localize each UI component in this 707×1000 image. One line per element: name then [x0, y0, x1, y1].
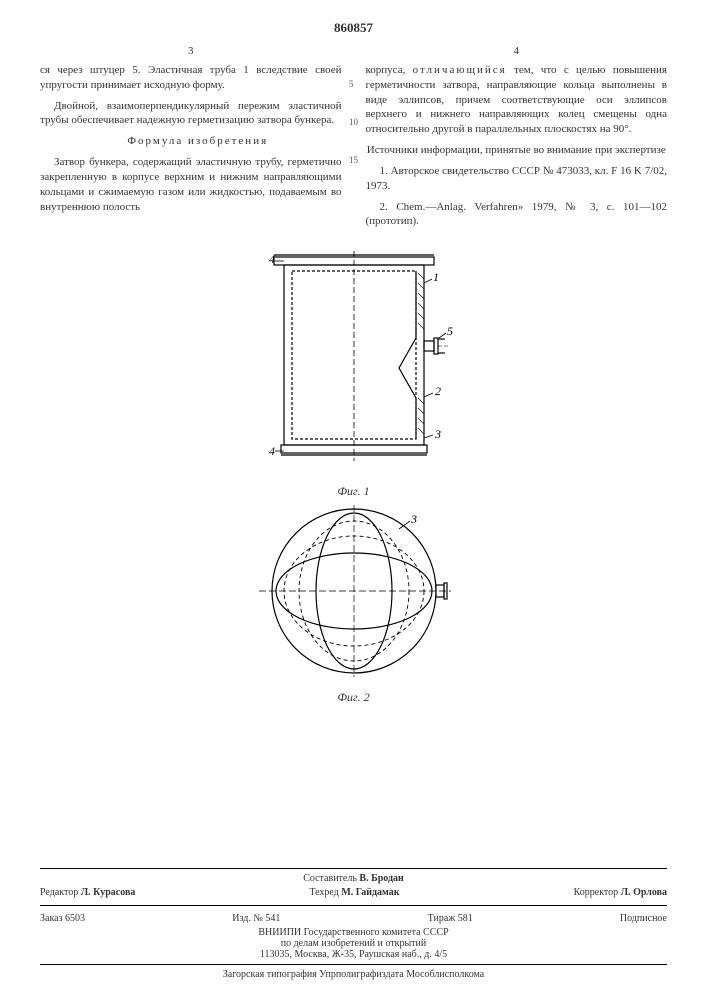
text-columns: 5 10 15 3 ся через штуцер 5. Эластичная …: [40, 44, 667, 235]
reference: 1. Авторское свидетельство СССР № 473033…: [366, 164, 668, 194]
footer-compiler: Составитель В. Бродан: [40, 873, 667, 884]
fig1-label-3: 3: [434, 427, 441, 441]
figures-block: 4 1 5 2 3 4 Фиг. 1: [40, 243, 667, 705]
fig1-label-4b: 4: [269, 444, 275, 458]
footer-org2: по делам изобретений и открытий: [40, 938, 667, 949]
fig2-label-3: 3: [410, 512, 417, 526]
fig1-label-4: 4: [269, 252, 275, 266]
footer-print-info: Заказ 6503 Изд. № 541 Тираж 581 Подписно…: [40, 910, 667, 927]
footer-credits: Редактор Л. Курасова Техред М. Гайдамак …: [40, 884, 667, 901]
fig1-label-1: 1: [433, 270, 439, 284]
col-num-right: 4: [366, 44, 668, 59]
para: корпуса, отличающийся тем, что с целью п…: [366, 63, 668, 137]
patent-number: 860857: [40, 20, 667, 36]
line-num: 15: [349, 154, 358, 166]
left-column: 3 ся через штуцер 5. Эластичная труба 1 …: [40, 44, 342, 235]
footer-block: Составитель В. Бродан Редактор Л. Курасо…: [40, 864, 667, 980]
footer-printer: Загорская типография Упрполиграфиздата М…: [40, 969, 667, 980]
para: Двойной, взаимоперпендикулярный пережим …: [40, 99, 342, 129]
line-numbers: 5 10 15: [349, 44, 358, 166]
reference: 2. Chem.—Anlag. Verfahren» 1979, № 3, с.…: [366, 200, 668, 230]
fig1-label-2: 2: [435, 384, 441, 398]
para: Затвор бункера, содержащий эластичную тр…: [40, 155, 342, 214]
footer-org1: ВНИИПИ Государственного комитета СССР: [40, 927, 667, 938]
sources-title: Источники информации, принятые во вниман…: [366, 143, 668, 158]
para: ся через штуцер 5. Эластичная труба 1 вс…: [40, 63, 342, 93]
fig1-caption: Фиг. 1: [40, 484, 667, 499]
figure-2-svg: 3: [229, 499, 479, 684]
formula-title: Формула изобретения: [40, 134, 342, 149]
footer-addr: 113035, Москва, Ж-35, Раушская наб., д. …: [40, 949, 667, 960]
line-num: 10: [349, 116, 358, 128]
fig2-caption: Фиг. 2: [40, 690, 667, 705]
patent-page: 860857 5 10 15 3 ся через штуцер 5. Элас…: [0, 0, 707, 725]
para-text: корпуса, отличающийся тем, что с целью п…: [366, 64, 668, 135]
fig1-label-5: 5: [447, 324, 453, 338]
line-num: 5: [349, 78, 358, 90]
figure-1-svg: 4 1 5 2 3 4: [229, 243, 479, 478]
right-column: 4 корпуса, отличающийся тем, что с целью…: [366, 44, 668, 235]
col-num-left: 3: [40, 44, 342, 59]
